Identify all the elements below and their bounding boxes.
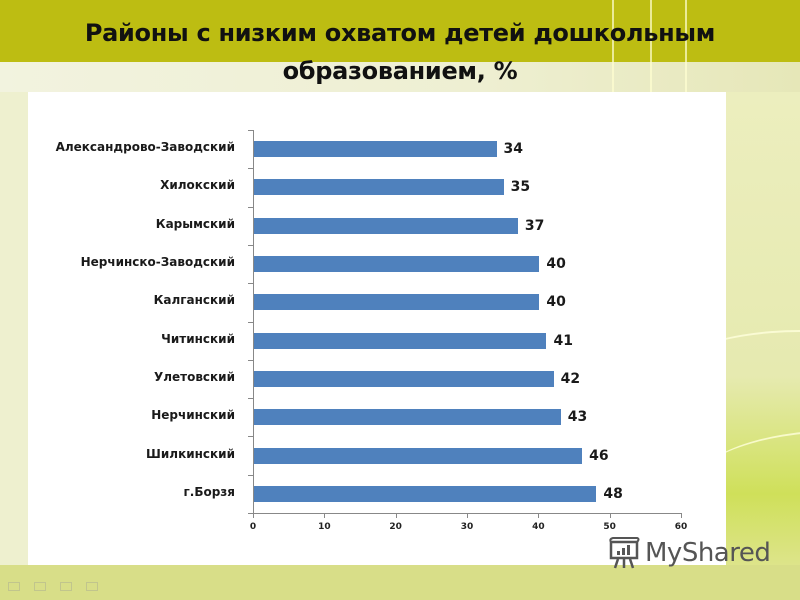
- nav-next-icon[interactable]: [86, 582, 98, 591]
- nav-pen-icon[interactable]: [34, 582, 46, 591]
- data-label: 41: [553, 332, 573, 349]
- data-bar: [254, 141, 497, 158]
- data-label: 48: [603, 485, 623, 502]
- x-tick-label: 10: [318, 522, 331, 532]
- nav-menu-icon[interactable]: [60, 582, 72, 591]
- category-label: Нерчинский: [151, 408, 235, 423]
- data-bar: [254, 447, 583, 464]
- data-label: 42: [560, 370, 581, 387]
- decor-line: [612, 0, 614, 92]
- x-tick-label: 60: [674, 522, 688, 532]
- y-tick: [248, 436, 253, 438]
- y-tick: [248, 206, 253, 208]
- category-label: Шилкинский: [146, 446, 235, 461]
- y-tick: [248, 474, 253, 476]
- category-label: Карымский: [155, 216, 235, 231]
- x-tick: [538, 513, 540, 518]
- x-tick: [324, 513, 326, 518]
- data-bar: [254, 256, 540, 273]
- y-tick: [248, 321, 253, 323]
- data-label: 40: [546, 256, 566, 273]
- x-tick-label: 20: [389, 522, 402, 532]
- title-line-2: образованием, %: [282, 57, 518, 85]
- data-label: 37: [524, 217, 545, 234]
- category-label: Нерчинско-Заводский: [80, 255, 235, 270]
- x-tick-label: 40: [532, 522, 545, 532]
- data-bar: [254, 179, 504, 196]
- y-axis: [253, 130, 254, 514]
- y-tick: [248, 130, 253, 131]
- y-tick: [248, 398, 253, 400]
- data-bar: [254, 217, 518, 234]
- data-bar: [254, 370, 554, 387]
- watermark: MyShared: [607, 535, 771, 571]
- nav-prev-icon[interactable]: [8, 582, 20, 591]
- decor-line: [650, 0, 652, 92]
- header-band: [0, 0, 800, 62]
- data-label: 34: [503, 141, 524, 158]
- x-tick: [681, 513, 682, 518]
- data-bar: [254, 294, 540, 311]
- decor-line: [685, 0, 687, 92]
- category-label: Читинский: [161, 331, 235, 346]
- x-tick: [253, 513, 254, 518]
- title-line-1: Районы с низким охватом детей дошкольным: [84, 19, 716, 47]
- y-tick: [248, 513, 253, 514]
- data-label: 46: [589, 447, 609, 464]
- data-bar: [254, 485, 597, 502]
- footer-band: [0, 565, 800, 600]
- x-tick-label: 50: [603, 522, 616, 532]
- category-label: Хилокский: [160, 178, 235, 193]
- y-tick: [248, 168, 253, 170]
- category-label: г.Борзя: [183, 484, 236, 499]
- category-label: Калганский: [153, 293, 235, 308]
- slide-nav: [8, 582, 98, 591]
- data-bar: [254, 409, 561, 426]
- subheader-band: [0, 62, 800, 92]
- data-label: 43: [567, 409, 588, 426]
- x-tick: [467, 513, 468, 518]
- slide-title: Районы с низким охватом детей дошкольным…: [0, 14, 800, 90]
- y-tick: [248, 359, 253, 361]
- x-tick: [609, 513, 611, 518]
- data-bar: [254, 332, 547, 349]
- presentation-board-icon: [609, 537, 640, 569]
- x-tick: [395, 513, 397, 518]
- x-tick-label: 30: [460, 522, 474, 532]
- data-label: 35: [510, 179, 531, 196]
- y-tick: [248, 283, 253, 285]
- x-tick-label: 0: [249, 522, 257, 532]
- category-label: Улетовский: [153, 369, 235, 384]
- category-label: Александрово-Заводский: [55, 140, 235, 155]
- data-label: 40: [546, 294, 566, 311]
- y-tick: [248, 244, 253, 246]
- watermark-text: MyShared: [645, 538, 771, 568]
